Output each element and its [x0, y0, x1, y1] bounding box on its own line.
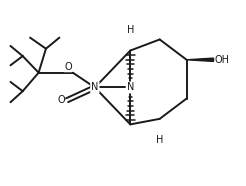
Text: H: H — [127, 25, 134, 35]
Text: O: O — [57, 95, 65, 105]
Text: N: N — [127, 82, 134, 92]
Polygon shape — [187, 58, 214, 61]
Text: N: N — [91, 82, 99, 92]
Text: H: H — [156, 134, 163, 145]
Text: O: O — [64, 62, 72, 72]
Text: OH: OH — [215, 55, 230, 65]
